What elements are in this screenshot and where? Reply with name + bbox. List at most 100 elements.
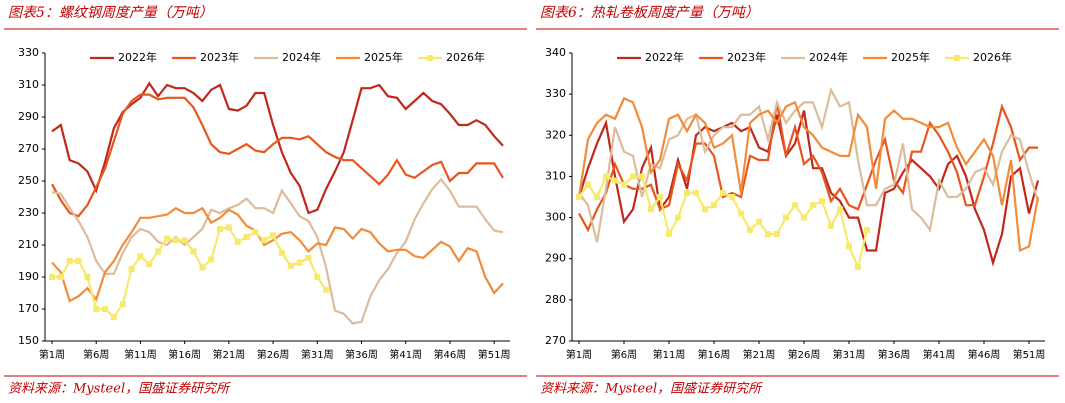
point [287,262,294,269]
point [864,226,870,233]
y-tick-label: 300 [545,211,566,224]
point [666,231,672,238]
x-tick-label: 第11周 [124,348,157,361]
source: 资料来源：Mysteel，国盛证券研究所 [540,381,763,397]
point [270,232,277,239]
y-tick-label: 320 [545,128,566,141]
y-tick-label: 330 [545,87,566,100]
point [190,248,197,255]
point [305,254,312,261]
point [252,229,259,236]
x-tick-label: 第51周 [478,348,511,361]
point [639,173,645,180]
point [693,189,699,196]
point [621,181,627,188]
chart-title: 图表6：热轧卷板周度产量（万吨） [540,5,759,21]
y-tick-label: 270 [18,142,39,155]
point [792,202,798,209]
y-tick-label: 250 [18,174,39,187]
x-tick-label: 第31周 [301,348,334,361]
point [774,231,780,238]
point [846,243,852,250]
x-tick-label: 第6周 [83,348,109,361]
point [243,234,250,240]
series-line [577,96,1040,253]
point [137,253,144,260]
x-tick-label: 第26周 [257,348,290,361]
series-line [578,102,1038,233]
point [181,237,188,244]
point [720,189,726,196]
source: 资料来源：Mysteel，国盛证券研究所 [8,381,231,397]
point [729,194,735,200]
point [855,263,861,270]
point [603,173,609,180]
point [810,202,816,209]
legend-label: 2026年 [446,50,485,64]
point [630,173,636,180]
point [756,218,762,225]
point [648,206,654,213]
x-tick-label: 第11周 [653,348,686,361]
y-tick-label: 290 [545,252,566,265]
legend-label: 2022年 [118,50,157,64]
point [146,261,153,268]
x-tick-label: 第41周 [389,348,422,361]
legend-label: 2023年 [200,50,239,64]
point [594,194,600,200]
x-tick-label: 第6周 [611,348,637,361]
x-tick-label: 第26周 [788,348,821,361]
point [278,250,285,256]
point [576,194,582,200]
x-tick-label: 第16周 [698,348,731,361]
y-tick-label: 280 [545,293,566,306]
point [612,177,618,184]
point [102,306,109,312]
y-tick-label: 310 [545,169,566,182]
y-tick-label: 330 [18,46,39,59]
point [323,286,330,293]
x-tick-label: 第21周 [212,348,245,361]
point [163,235,170,242]
point [801,214,807,221]
x-tick-label: 第36周 [878,348,911,361]
legend-label: 2025年 [891,50,930,64]
legend-label: 2026年 [973,50,1012,64]
point [738,210,744,217]
series-line [51,93,504,218]
y-tick-label: 170 [18,302,39,315]
y-tick-label: 290 [18,110,39,123]
point [296,259,303,266]
series-line [51,206,504,303]
point [747,226,753,233]
point [261,237,268,244]
point [234,238,241,245]
point [93,306,100,312]
y-tick-label: 310 [18,78,39,91]
y-tick-label: 210 [18,238,39,251]
point [217,226,224,232]
y-tick-label: 190 [18,270,39,283]
point [49,274,55,280]
point [199,264,206,271]
point [57,274,64,280]
point [119,301,126,308]
legend-label: 2024年 [282,50,321,64]
legend-marker [427,55,433,61]
point [75,258,82,264]
point [128,266,135,272]
point [585,181,591,188]
point [225,224,232,231]
x-tick-label: 第21周 [743,348,776,361]
point [711,202,717,209]
legend-label: 2023年 [727,50,766,64]
x-tick-label: 第51周 [1013,348,1046,361]
point [84,274,91,280]
point [66,258,73,264]
point [172,237,179,244]
y-tick-label: 340 [545,46,566,59]
x-tick-label: 第36周 [345,348,378,361]
point [684,189,690,196]
x-tick-label: 第46周 [434,348,467,361]
